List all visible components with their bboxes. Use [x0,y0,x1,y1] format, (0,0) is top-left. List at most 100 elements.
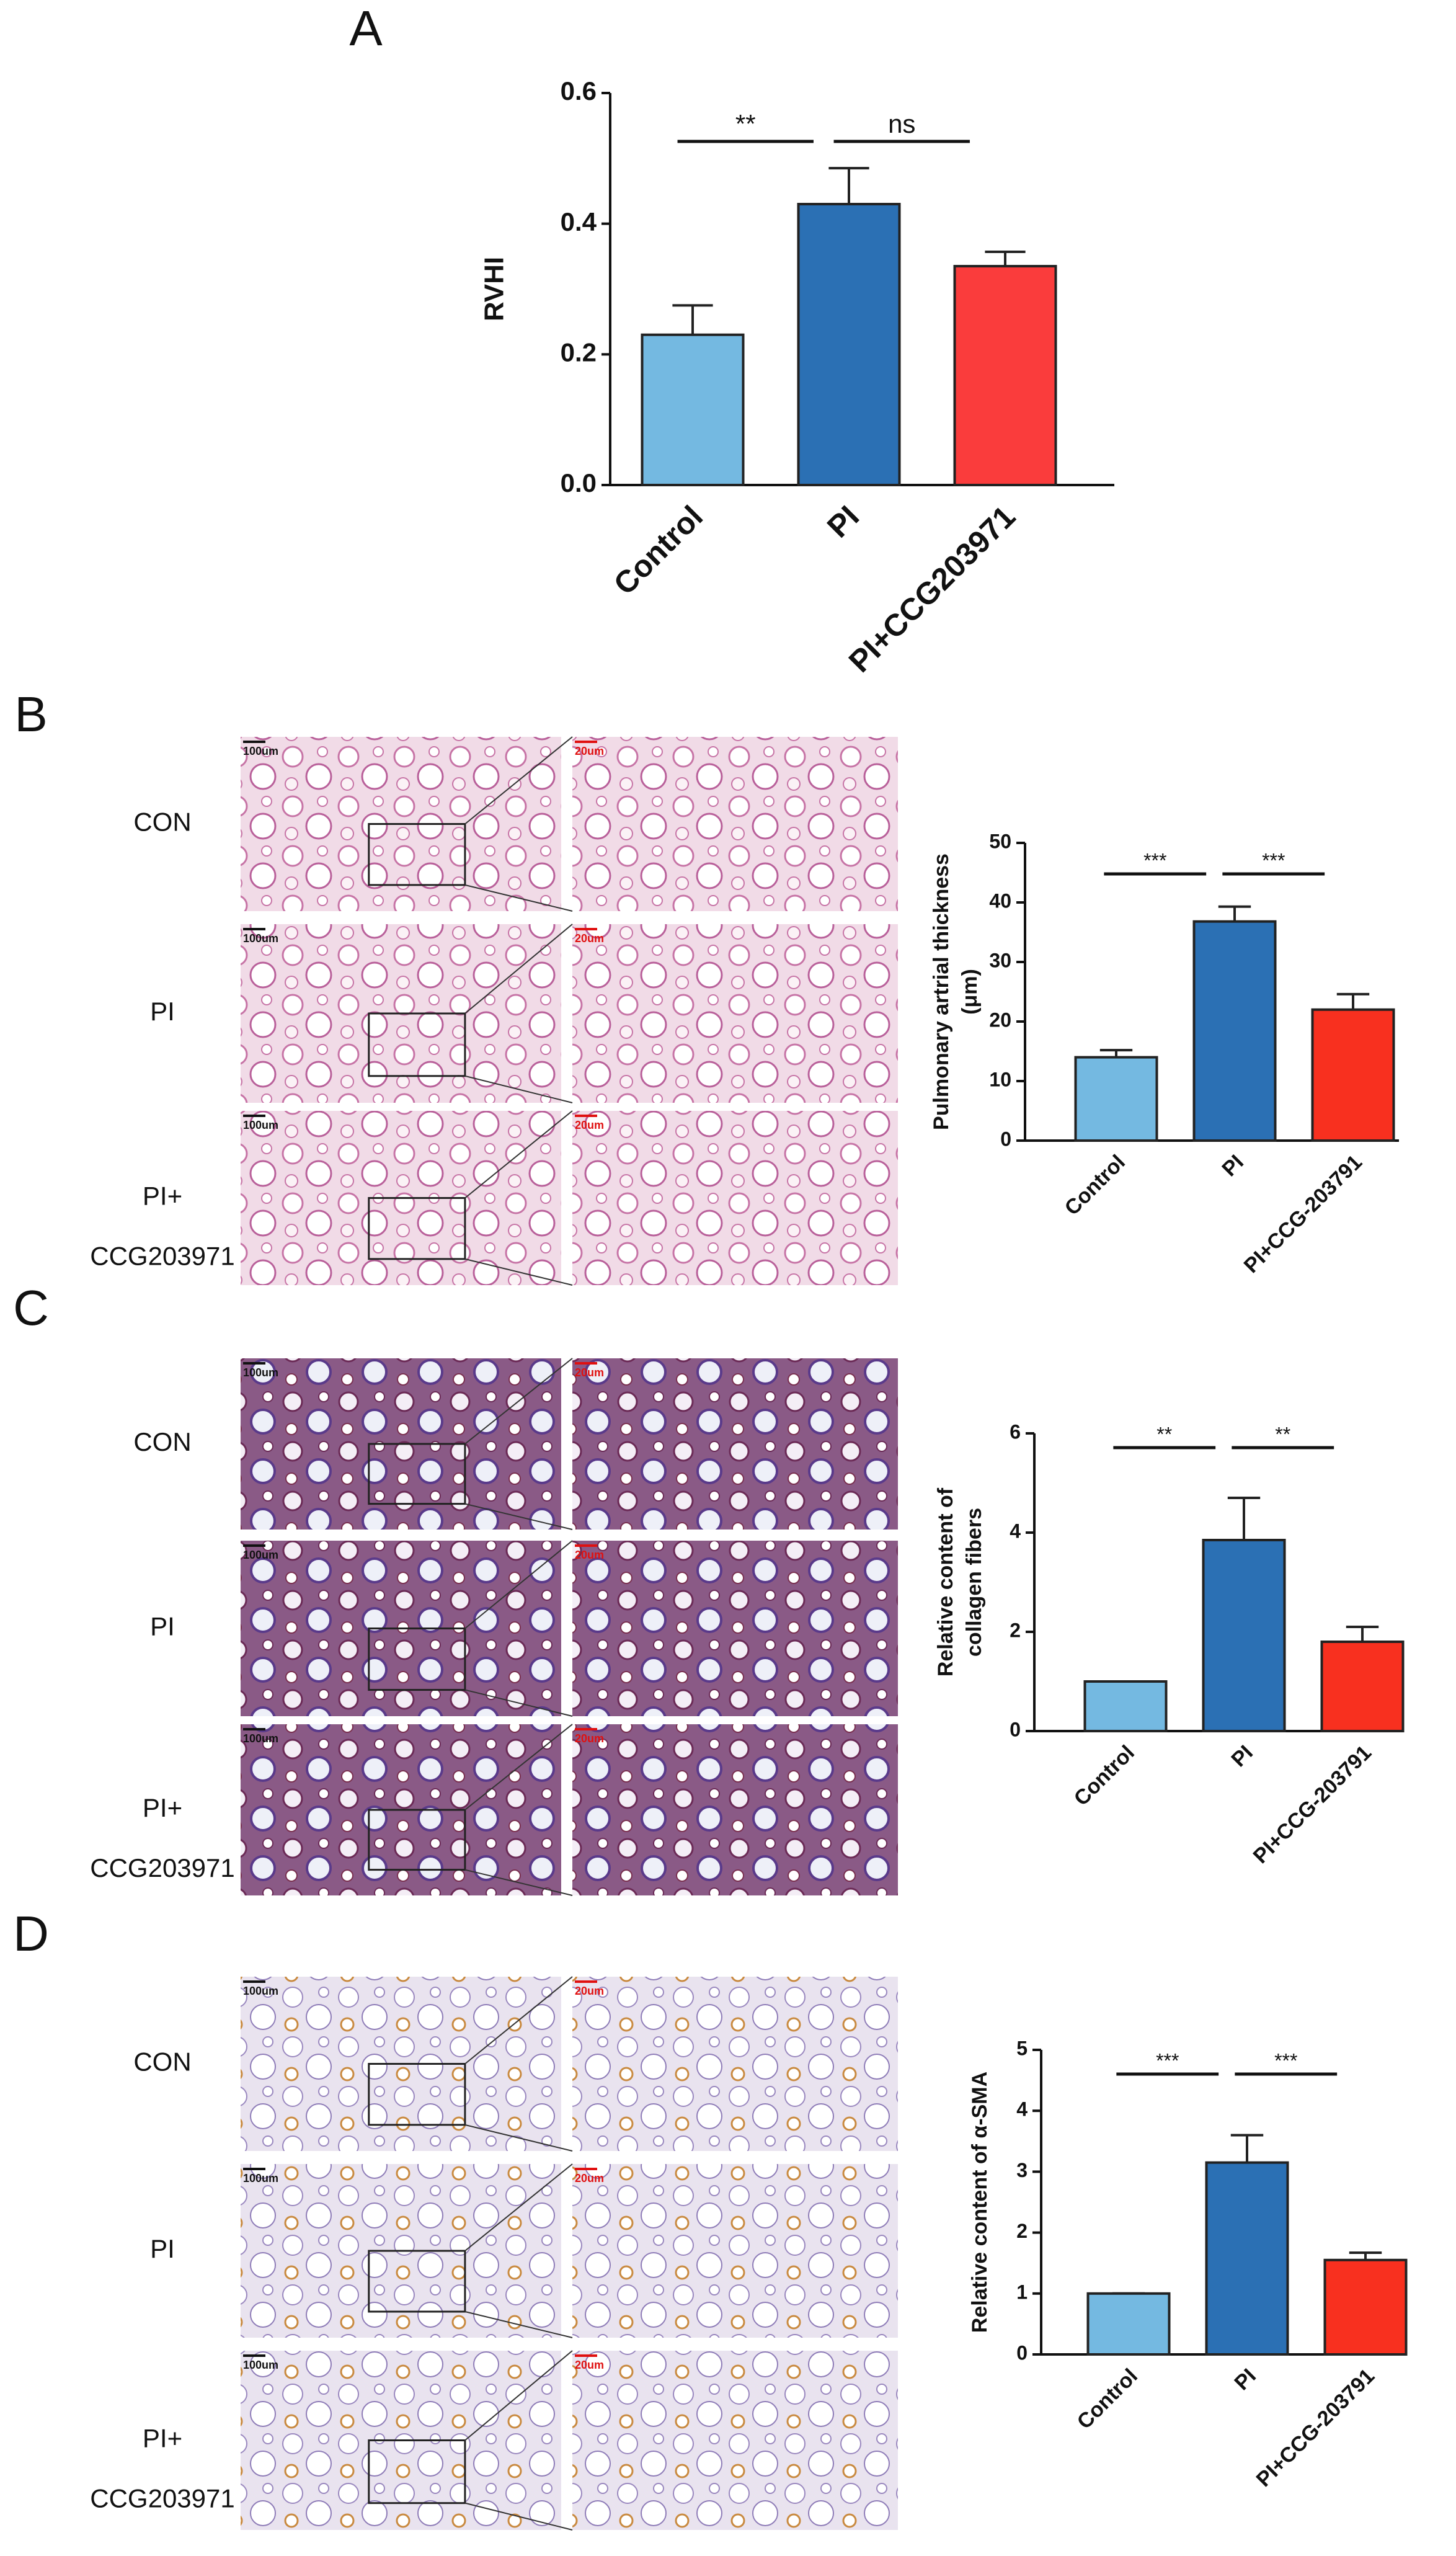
zoom-box [368,2439,466,2505]
y-tick-label: 4 [1016,2098,1028,2121]
significance-label: ** [1156,1423,1172,1445]
y-tick-label: 10 [989,1068,1011,1090]
histology-zoom [572,1358,898,1530]
significance-label: ns [888,109,915,138]
scale-label: 100um [243,745,278,757]
bar [641,333,745,486]
zoom-line [464,736,573,825]
histology-zoom [572,2351,898,2530]
scale-label: 100um [243,1366,278,1379]
zoom-box [368,1443,466,1505]
row-label: CCG203971 [90,1853,234,1882]
x-tick-label: Control [1070,1741,1139,1810]
significance-label: *** [1156,2049,1179,2072]
scale-label: 20um [575,1732,604,1745]
zoom-line [464,1540,573,1629]
significance-label: *** [1262,849,1285,871]
scale-label: 20um [575,2172,604,2184]
scale-label: 100um [243,1985,278,1997]
row-label: CCG203971 [90,1242,234,1271]
y-tick-label: 20 [989,1009,1011,1031]
zoom-box [368,1012,466,1077]
histology-zoom [572,1541,898,1716]
y-axis-label: Pulmonary artrial thickness [930,853,953,1130]
bar [1205,2161,1289,2356]
x-tick-label: Control [1060,1151,1130,1220]
scale-label: 20um [575,1119,604,1131]
bar [1086,2292,1171,2356]
zoom-box [368,1197,466,1260]
scale-label: 100um [243,1549,278,1561]
y-tick-label: 50 [989,830,1011,852]
y-tick-label: 5 [1016,2037,1028,2059]
zoom-line [464,1503,573,1530]
y-tick-label: 4 [1010,1520,1021,1542]
zoom-box [368,2250,466,2313]
histology-zoom [572,737,898,911]
significance-label: ** [735,109,756,138]
y-axis-label: Relative content of α-SMA [968,2072,992,2333]
x-tick-label: PI [1227,1741,1258,1772]
zoom-box [368,823,466,886]
x-tick-label: PI [1230,2364,1261,2395]
y-tick-label: 0 [1010,1718,1021,1740]
y-tick-label: 30 [989,949,1011,971]
scale-label: 20um [575,2359,604,2371]
y-tick-label: 2 [1010,1619,1021,1641]
zoom-line [464,924,573,1014]
zoom-line [464,1724,573,1810]
x-tick-label: PI [1217,1151,1248,1182]
row-label: CON [133,808,191,837]
significance-label: *** [1143,849,1166,871]
scale-label: 100um [243,1732,278,1745]
zoom-line [464,2124,573,2152]
row-label: CCG203971 [90,2484,234,2513]
row-label: PI [150,1612,175,1641]
scale-label: 20um [575,932,604,945]
y-axis-label: collagen fibers [962,1508,986,1657]
zoom-line [464,1976,573,2065]
zoom-line [464,1110,573,1199]
scale-label: 20um [575,1985,604,1997]
row-label: PI [150,2234,175,2263]
x-tick-label: PI+CCG-203791 [1252,2364,1379,2491]
zoom-line [464,2502,573,2531]
zoom-line [464,1689,573,1717]
y-tick-label: 0.2 [561,337,597,367]
x-tick-label: PI+CCG203971 [842,499,1022,679]
histology-zoom [572,1724,898,1895]
zoom-box [368,2063,466,2126]
row-label: PI [150,997,175,1026]
bar [1074,1056,1158,1142]
bar [1311,1008,1395,1142]
bar [1320,1641,1405,1732]
y-tick-label: 0.4 [561,207,597,236]
row-label: CON [133,2047,191,2077]
x-tick-label: Control [1073,2364,1142,2434]
x-tick-label: PI+CCG-203791 [1240,1151,1367,1278]
y-tick-label: 40 [989,889,1011,912]
significance-label: *** [1274,2049,1297,2072]
y-tick-label: 3 [1016,2159,1028,2181]
significance-label: ** [1275,1423,1290,1445]
histology-zoom [572,1977,898,2151]
x-tick-label: PI [820,499,866,545]
panel-letter: C [13,1280,49,1335]
zoom-line [464,1075,573,1103]
y-axis-label: RVHI [479,257,510,321]
zoom-line [464,1358,573,1445]
x-tick-label: Control [607,499,709,602]
y-tick-label: 1 [1016,2281,1028,2303]
bar [953,265,1057,486]
row-label: PI+ [143,2424,182,2453]
row-label: CON [133,1427,191,1456]
y-tick-label: 2 [1016,2220,1028,2242]
scale-label: 100um [243,1119,278,1131]
panel-letter: A [349,1,383,56]
zoom-line [464,2163,573,2251]
zoom-box [368,1628,466,1691]
bar [1202,1539,1286,1732]
x-tick-label: PI+CCG-203791 [1249,1741,1376,1868]
y-tick-label: 6 [1010,1420,1021,1443]
